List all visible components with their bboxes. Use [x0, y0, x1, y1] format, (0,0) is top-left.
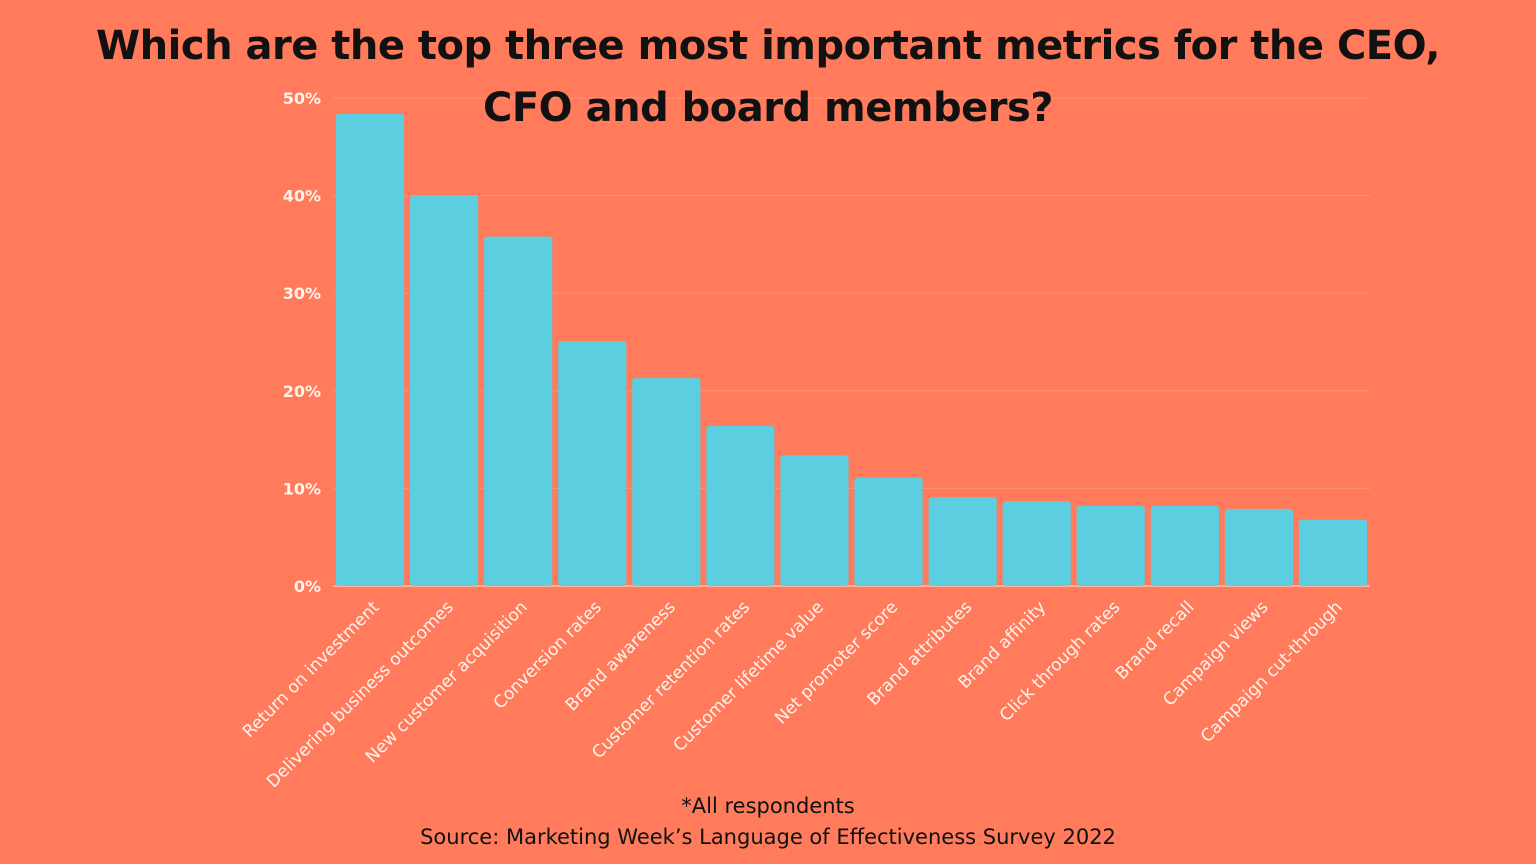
bars: [335, 113, 1368, 587]
chart-title-line-2: CFO and board members?: [482, 85, 1054, 131]
bar: [410, 195, 479, 586]
bar: [335, 113, 405, 586]
bar: [1298, 519, 1368, 586]
y-tick-label: 30%: [283, 284, 321, 303]
bar: [632, 378, 701, 586]
bar: [854, 477, 923, 586]
source-note: Source: Marketing Week’s Language of Eff…: [420, 825, 1116, 849]
y-tick-label: 50%: [283, 89, 321, 108]
y-axis-ticks: 0% 10% 20% 30% 40% 50%: [283, 89, 321, 596]
bar: [1224, 508, 1293, 586]
x-category-label: Click through rates: [996, 597, 1124, 725]
x-category-label: Campaign cut-through: [1197, 597, 1347, 747]
chart-title-line-1: Which are the top three most important m…: [96, 23, 1440, 69]
bar: [558, 341, 627, 586]
bar: [1150, 505, 1219, 586]
x-category-label: Customer lifetime value: [670, 597, 828, 755]
x-category-label: Customer retention rates: [588, 597, 754, 763]
x-category-label: Return on investment: [239, 597, 384, 742]
bar: [706, 425, 775, 586]
bar: [1076, 505, 1145, 586]
y-tick-label: 10%: [283, 479, 321, 498]
footnote: *All respondents: [681, 794, 855, 818]
bar: [484, 236, 553, 587]
y-tick-label: 20%: [283, 382, 321, 401]
y-tick-label: 0%: [294, 577, 321, 596]
x-category-label: Net promoter score: [771, 597, 902, 728]
bar: [928, 497, 997, 586]
y-tick-label: 40%: [283, 187, 321, 206]
bar: [780, 455, 849, 586]
bar: [1002, 501, 1071, 586]
